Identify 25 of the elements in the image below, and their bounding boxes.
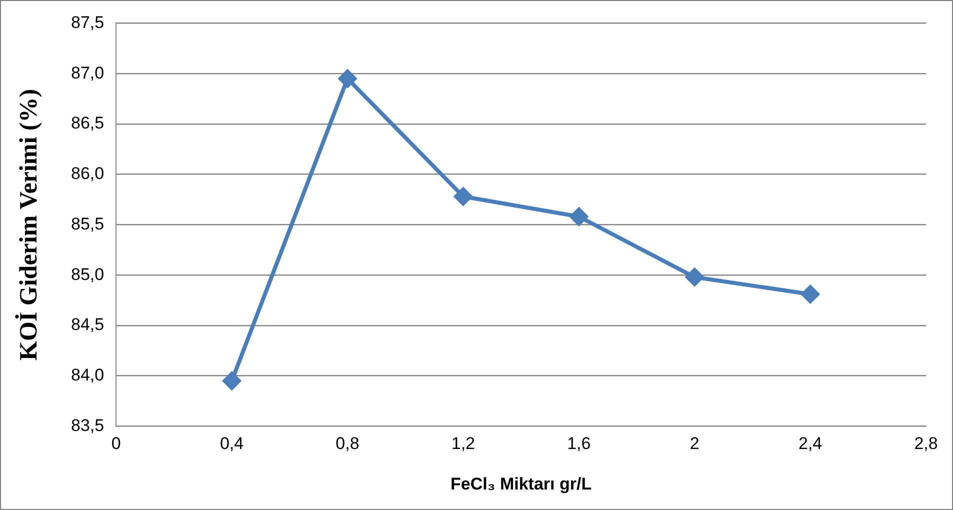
x-tick-label: 1,2 [451,434,476,454]
point [686,268,704,286]
y-tick-label: 85,0 [70,264,104,284]
x-tick-label: 2 [690,434,700,454]
y-tick-label: 84,0 [70,366,104,385]
point [222,372,241,390]
y-tick-label: 84,5 [70,315,104,334]
y-tick-label: 86,5 [70,114,104,133]
x-tick-label: 1,6 [567,434,591,454]
x-tick-label: 2,8 [914,434,938,454]
point [801,285,820,304]
y-tick-label: 83,5 [70,416,104,435]
y-tick-label: 87,5 [70,12,104,32]
y-tick-label: 85,5 [70,214,104,234]
y-tick-label: 86,0 [70,164,104,184]
y-axis-title: KOİ Giderim Verimi (%) [14,88,42,360]
point [570,208,588,226]
x-tick-label: 0,4 [220,434,244,454]
x-tick-label: 2,4 [798,434,822,454]
x-axis-title: FeCl₃ Miktarı gr/L [450,474,592,494]
point [454,187,472,206]
x-tick-label: 0,8 [336,434,360,454]
point [338,70,356,88]
x-tick-label: 0 [111,434,121,454]
y-tick-label: 87,0 [70,63,104,82]
